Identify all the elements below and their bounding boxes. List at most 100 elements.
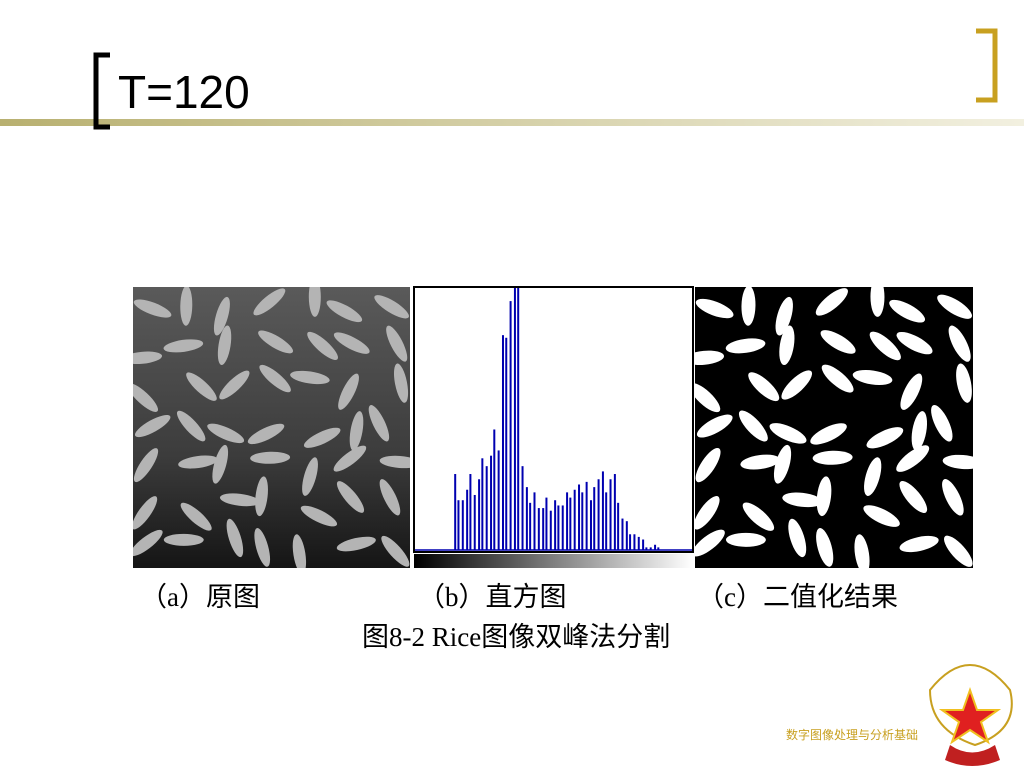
bar [642,539,645,550]
grain [163,533,204,546]
emblem [928,664,1013,766]
binary-grains [695,287,973,568]
grain [381,535,410,567]
bar [585,481,588,550]
figure-caption: 图8-2 Rice图像双峰法分割 [362,622,670,652]
bar [645,547,648,550]
grain [213,296,230,336]
grain [336,536,376,552]
bracket [976,28,998,103]
grain [696,414,733,438]
grain [134,414,171,438]
grain [741,287,756,326]
grain [931,404,953,442]
grain [869,331,901,361]
grain [899,480,928,514]
grain [247,423,285,445]
bar [497,450,500,550]
grain [176,410,206,442]
bar [481,458,484,550]
grain [900,373,923,410]
bar [561,505,564,550]
grain [253,288,286,316]
bar [466,489,469,550]
grain [788,518,807,558]
bar [525,487,528,550]
caption: （b）直方图 [418,582,567,612]
bar [537,508,540,550]
bar [521,466,524,550]
slide-title: T=120 [118,66,250,118]
bar [457,500,460,550]
grain [386,325,408,362]
bar [501,335,504,550]
grain [866,427,904,449]
grain [773,444,792,484]
bar [573,489,576,550]
grain [889,299,926,323]
grain [740,454,781,470]
bar [654,544,657,550]
grain [379,455,410,469]
bar [629,534,632,550]
grain [695,447,721,483]
grain [781,370,813,400]
grain [695,350,725,366]
grain [695,298,734,319]
bar [657,547,660,550]
grain [250,451,291,464]
grain [163,339,204,353]
bar [509,301,512,550]
grain [219,370,250,400]
grain [899,535,939,553]
grain [338,373,359,410]
bar [566,492,569,550]
bar [589,500,592,550]
histogram [454,288,660,550]
grain [226,518,244,558]
grain [133,299,172,318]
grain [255,476,268,517]
grain [896,331,933,355]
footer: 数字图像处理与分析基础 [786,727,918,742]
bar [461,500,464,550]
bar [513,288,516,550]
grain [864,457,882,496]
grain [333,445,367,472]
bar [649,547,652,550]
bar [605,492,608,550]
grain [812,450,853,465]
gray-ramp [414,554,693,568]
bar [609,479,612,550]
grain [374,295,409,319]
bar [533,492,536,550]
bar [493,429,496,550]
bar [554,500,557,550]
grain [259,364,291,393]
grain [368,405,390,442]
title-rule [0,119,1024,126]
grain [219,493,260,507]
bar [617,502,620,550]
grain [852,369,893,386]
caption: （c）二值化结果 [697,582,898,612]
grain [782,492,823,508]
bar [478,479,481,550]
grain [937,294,972,319]
grain [133,496,158,530]
grain [133,448,159,483]
bar [529,502,532,550]
grain [956,363,972,403]
grain [695,496,720,530]
grain [942,454,973,470]
grain [942,479,964,516]
grain [742,502,775,531]
grain [292,534,307,568]
grain [779,325,795,366]
grain [302,457,318,496]
grain [816,528,834,567]
grain [911,411,928,451]
grain [133,383,159,412]
